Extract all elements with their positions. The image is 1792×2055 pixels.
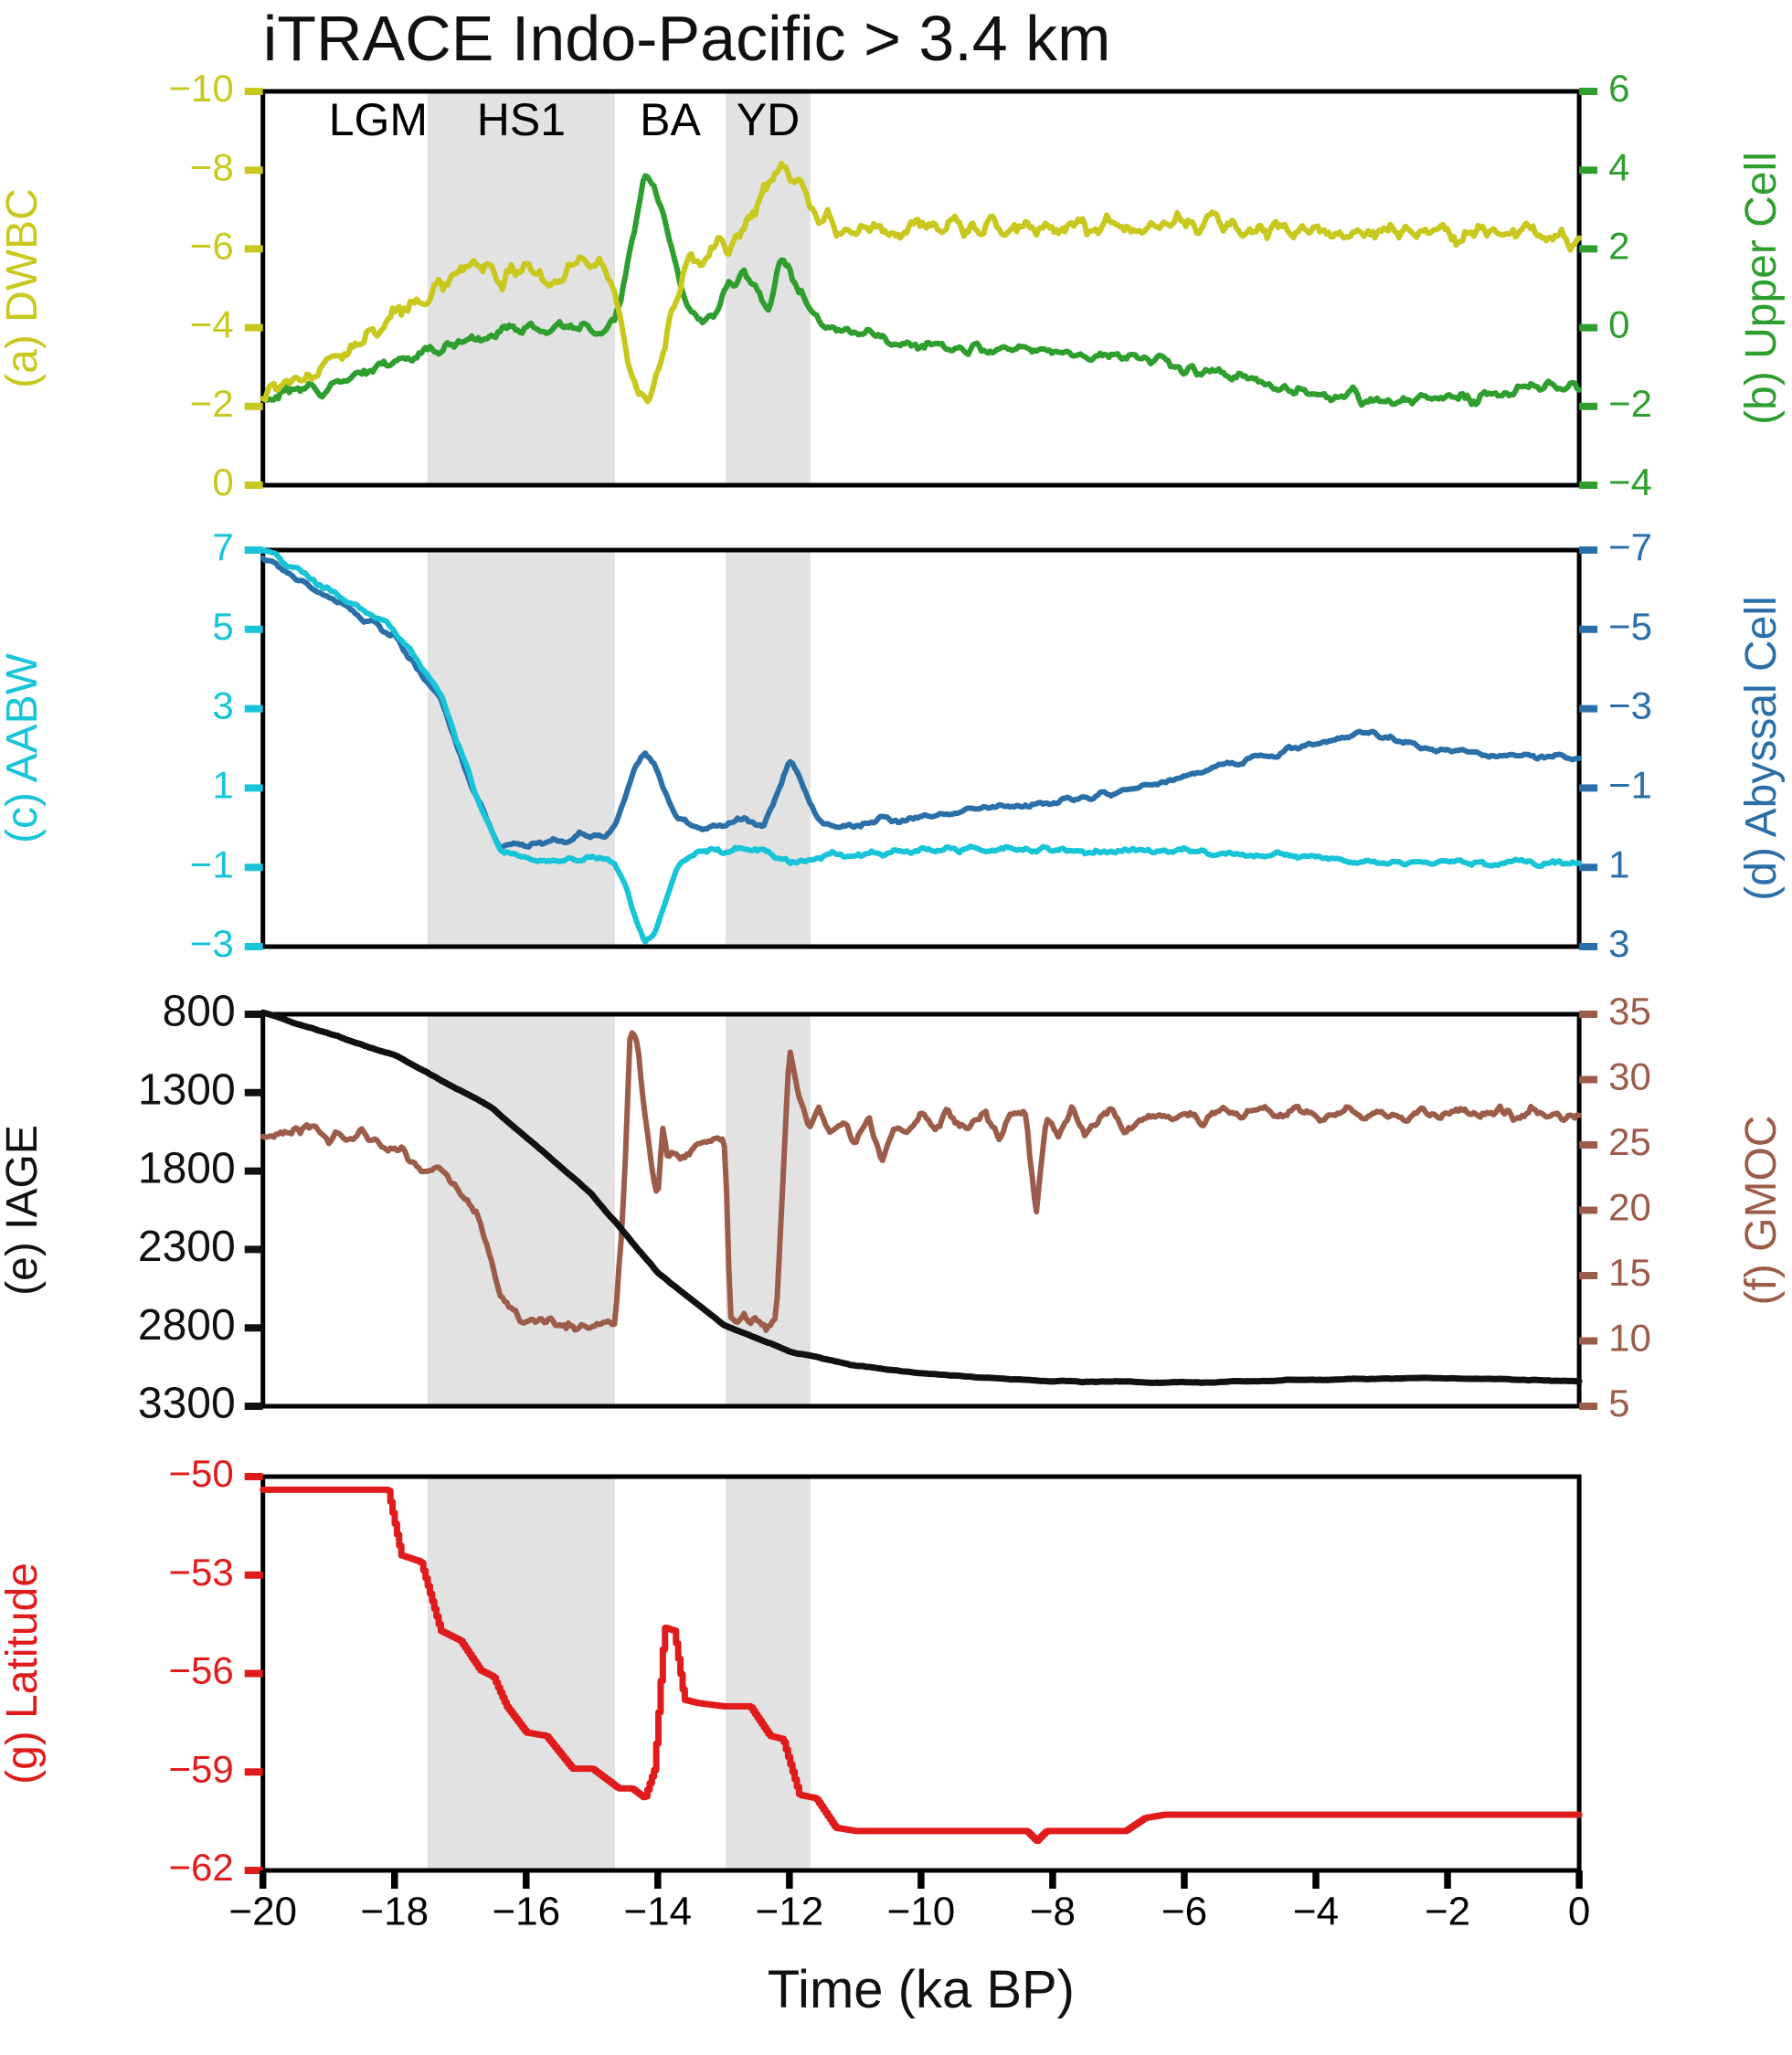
svg-text:0: 0 (1568, 1890, 1590, 1934)
svg-text:−4: −4 (1608, 461, 1652, 503)
svg-text:4: 4 (1608, 145, 1629, 188)
svg-text:−12: −12 (756, 1890, 824, 1934)
svg-text:−6: −6 (1161, 1890, 1207, 1934)
svg-text:Time (ka BP): Time (ka BP) (768, 1960, 1075, 2019)
svg-text:−8: −8 (1030, 1890, 1076, 1934)
svg-text:1: 1 (1608, 842, 1629, 885)
svg-text:5: 5 (1608, 1382, 1629, 1425)
svg-text:−6: −6 (190, 224, 234, 267)
svg-text:−2: −2 (190, 382, 234, 425)
svg-text:3: 3 (212, 684, 233, 727)
svg-text:2300: 2300 (138, 1223, 236, 1271)
svg-text:−18: −18 (360, 1890, 429, 1934)
svg-text:10: 10 (1608, 1317, 1651, 1360)
svg-text:−8: −8 (190, 145, 234, 188)
svg-text:LGM: LGM (329, 94, 428, 145)
svg-text:−2: −2 (1425, 1890, 1470, 1934)
svg-text:(g) Latitude: (g) Latitude (0, 1562, 47, 1785)
svg-text:(b) Upper Cell: (b) Upper Cell (1737, 152, 1786, 425)
svg-text:1300: 1300 (138, 1065, 236, 1114)
svg-text:iTRACE Indo-Pacific > 3.4 km: iTRACE Indo-Pacific > 3.4 km (263, 3, 1111, 74)
svg-text:3: 3 (1608, 922, 1629, 965)
svg-text:25: 25 (1608, 1120, 1651, 1163)
svg-text:HS1: HS1 (477, 94, 566, 145)
svg-text:35: 35 (1608, 990, 1651, 1033)
svg-text:3300: 3300 (138, 1380, 236, 1428)
svg-text:1: 1 (212, 763, 233, 806)
svg-text:30: 30 (1608, 1055, 1651, 1098)
svg-text:−10: −10 (887, 1890, 956, 1934)
svg-text:−3: −3 (190, 922, 234, 965)
svg-text:−56: −56 (168, 1649, 233, 1692)
svg-text:6: 6 (1608, 67, 1629, 110)
svg-text:−7: −7 (1608, 525, 1652, 568)
svg-text:−14: −14 (623, 1890, 692, 1934)
svg-text:0: 0 (1608, 303, 1629, 346)
svg-text:BA: BA (640, 94, 701, 145)
svg-text:(d) Abyssal Cell: (d) Abyssal Cell (1737, 596, 1786, 900)
svg-text:7: 7 (212, 525, 233, 568)
svg-text:2: 2 (1608, 224, 1629, 267)
svg-text:−50: −50 (168, 1452, 233, 1495)
svg-text:−2: −2 (1608, 382, 1652, 425)
svg-text:(e) IAGE: (e) IAGE (0, 1125, 47, 1296)
svg-text:−4: −4 (1293, 1890, 1339, 1934)
svg-text:−1: −1 (190, 842, 234, 885)
svg-text:1800: 1800 (138, 1144, 236, 1192)
svg-text:(a) DWBC: (a) DWBC (0, 188, 47, 388)
svg-text:5: 5 (212, 605, 233, 648)
svg-text:−4: −4 (190, 303, 234, 346)
svg-text:−62: −62 (168, 1846, 233, 1889)
svg-text:−1: −1 (1608, 763, 1652, 806)
svg-text:(f) GMOC: (f) GMOC (1737, 1116, 1786, 1306)
svg-text:−5: −5 (1608, 605, 1652, 648)
svg-text:2800: 2800 (138, 1301, 236, 1350)
svg-text:−16: −16 (492, 1890, 560, 1934)
svg-text:15: 15 (1608, 1251, 1651, 1294)
svg-text:20: 20 (1608, 1186, 1651, 1229)
svg-text:800: 800 (163, 988, 236, 1036)
svg-text:(c) AABW: (c) AABW (0, 652, 47, 843)
svg-text:0: 0 (212, 461, 233, 503)
svg-text:−59: −59 (168, 1747, 233, 1790)
svg-text:−53: −53 (168, 1551, 233, 1594)
svg-text:−10: −10 (168, 67, 233, 110)
svg-text:−3: −3 (1608, 684, 1652, 727)
svg-text:−20: −20 (228, 1890, 297, 1934)
svg-text:YD: YD (737, 94, 800, 145)
